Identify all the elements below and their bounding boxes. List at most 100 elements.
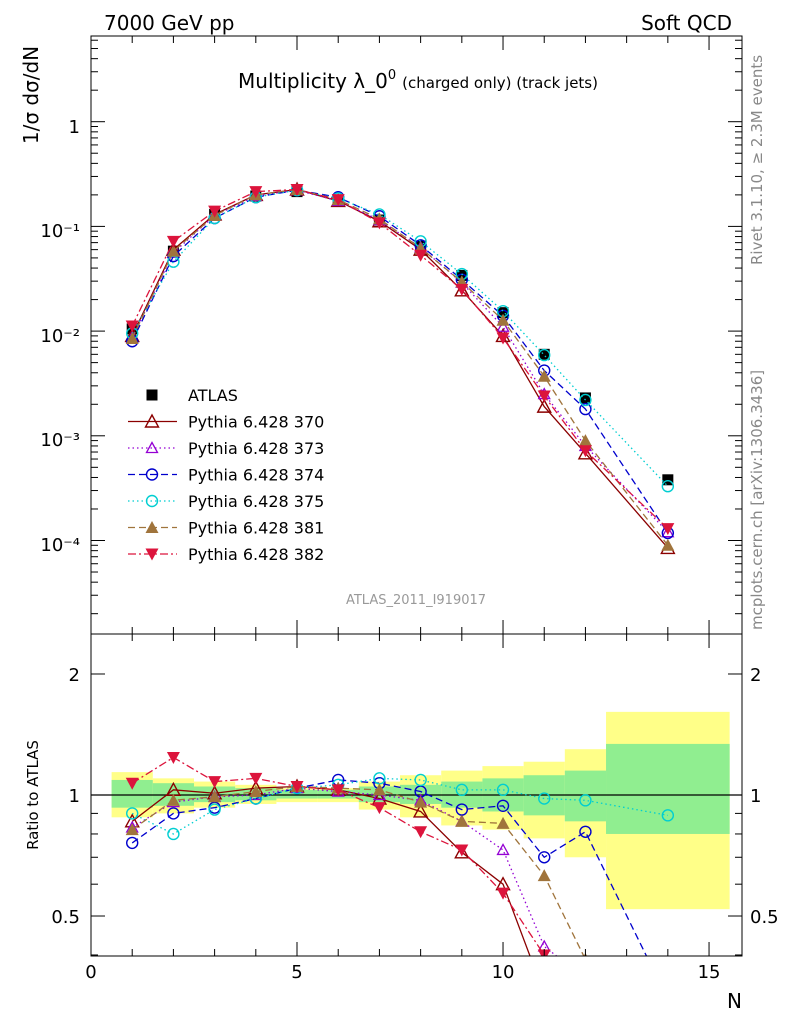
ratio-point (126, 807, 139, 820)
ratio-line (131, 779, 648, 956)
legend-item: Pythia 6.428 375 (128, 492, 324, 511)
ratio-point (125, 777, 139, 790)
header-right: Soft QCD (641, 11, 732, 35)
data-point (537, 369, 551, 382)
data-point (661, 525, 675, 538)
main-ylabel: 1/σ dσ/dN (19, 46, 43, 144)
header-left: 7000 GeV pp (104, 11, 235, 35)
data-point (538, 348, 550, 360)
data-point (497, 307, 509, 319)
data-point (166, 244, 180, 257)
ytick-label-1e-4: 10⁻⁴ (40, 535, 80, 556)
ratio-point (661, 809, 675, 822)
legend-marker (145, 548, 159, 561)
data-point (537, 390, 551, 403)
xtick-labels: 0 5 10 15 (85, 962, 720, 983)
xtick-label: 0 (85, 962, 96, 983)
ratio-point (414, 773, 427, 787)
data-point (208, 205, 222, 218)
xtick-label: 15 (698, 962, 721, 983)
ratio-point (208, 790, 222, 803)
legend-label: Pythia 6.428 374 (188, 466, 324, 485)
ratio-point (455, 814, 469, 827)
ratio-ytick-label-left: 0.5 (51, 907, 80, 928)
ratio-point (414, 826, 428, 839)
ratio-point (126, 836, 139, 850)
series-pythia-6-428-374 (126, 183, 675, 540)
data-point (372, 217, 386, 230)
data-point (661, 538, 675, 551)
ratio-axis-ticks (90, 634, 742, 956)
legend-label: Pythia 6.428 375 (188, 492, 324, 511)
data-point (577, 445, 594, 460)
data-point (661, 480, 675, 493)
ratio-point (496, 783, 510, 797)
ratio-point (454, 844, 470, 859)
ratio-point (496, 816, 510, 829)
ratio-ylabel: Ratio to ATLAS (24, 740, 42, 850)
data-point (578, 434, 592, 447)
legend-item: Pythia 6.428 382 (128, 545, 324, 564)
ratio-line (131, 777, 668, 835)
ratio-ytick-label-left: 2 (69, 665, 80, 686)
ratio-point (290, 780, 304, 793)
data-point (579, 402, 592, 416)
ratio-ytick-label-right: 0.5 (750, 907, 779, 928)
data-point (661, 523, 675, 536)
xtick-label: 10 (492, 962, 515, 983)
ratio-point (208, 803, 221, 816)
ratio-point (208, 776, 222, 789)
ratio-point (125, 823, 139, 836)
ratio-point (167, 807, 180, 820)
data-point (414, 249, 428, 262)
ratio-point (496, 843, 510, 856)
ratio-point (167, 827, 180, 841)
legend-marker (145, 468, 159, 481)
data-point (496, 319, 510, 332)
legend: ATLAS Pythia 6.428 370 Pythia 6.428 373 Pyt… (128, 386, 324, 564)
main-axis-ticks (90, 36, 742, 634)
data-point (249, 186, 263, 199)
ratio-point (496, 799, 510, 813)
ratio-uncertainty-bands (111, 711, 730, 910)
band-stat (564, 770, 607, 822)
data-point (290, 184, 304, 197)
ratio-ytick-labels: 0.5 0.5 1 1 2 2 (51, 665, 778, 928)
ratio-point (249, 772, 263, 785)
data-point (455, 283, 469, 296)
data-point (662, 474, 674, 486)
ytick-label-1e-1: 10⁻¹ (40, 221, 80, 242)
title-suffix: (charged only) (track jets) (402, 74, 598, 92)
legend-item: Pythia 6.428 373 (128, 439, 324, 458)
data-point (536, 398, 552, 413)
ratio-ytick-label-right: 1 (750, 786, 761, 807)
ratio-point (496, 887, 510, 900)
legend-item: ATLAS (146, 386, 238, 405)
title-text: Multiplicity λ_0 (238, 69, 388, 93)
data-point (496, 332, 510, 345)
data-point (331, 194, 345, 207)
legend-item: Pythia 6.428 370 (128, 413, 324, 432)
ytick-label-1e-2: 10⁻² (40, 326, 80, 347)
ratio-point (412, 803, 429, 818)
ratio-ytick-label-right: 2 (750, 665, 761, 686)
ratio-point (538, 851, 551, 864)
ratio-point (331, 784, 345, 797)
ratio-point (372, 783, 386, 796)
legend-label: ATLAS (188, 386, 238, 405)
series-pythia-6-428-382 (125, 184, 675, 536)
ratio-point (538, 792, 551, 805)
main-title: Multiplicity λ_00 (charged only) (track j… (238, 68, 598, 93)
main-ytick-labels: 10⁻⁴ 10⁻³ 10⁻² 10⁻¹ 1 (40, 117, 80, 556)
data-point (496, 313, 510, 326)
legend-item: Pythia 6.428 381 (128, 519, 324, 538)
ratio-point (455, 844, 469, 857)
legend-label: Pythia 6.428 370 (188, 413, 324, 432)
legend-label: Pythia 6.428 373 (188, 439, 324, 458)
data-point (579, 392, 591, 404)
ratio-point (414, 795, 428, 808)
main-series-group (124, 181, 676, 555)
ytick-label-1e-3: 10⁻³ (40, 430, 80, 451)
legend-marker (145, 494, 159, 508)
